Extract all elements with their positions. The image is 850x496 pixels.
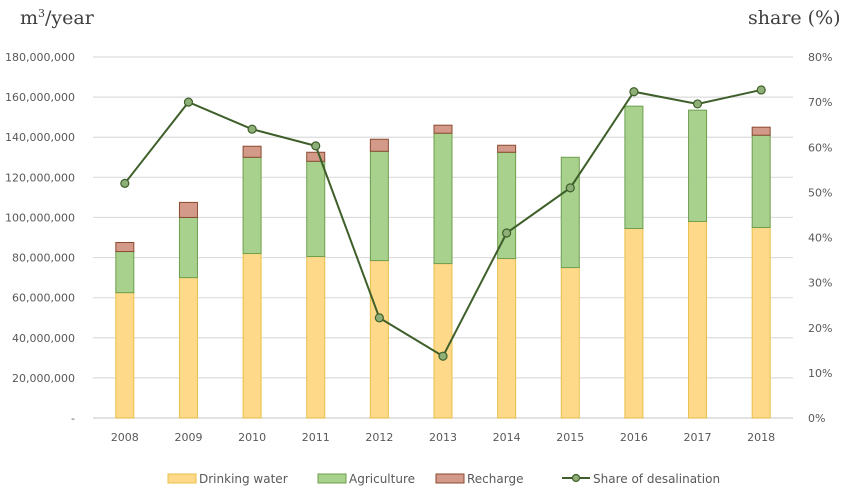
bar-recharge-2013 bbox=[433, 124, 453, 134]
x-tick-label: 2011 bbox=[302, 431, 330, 444]
bar-agriculture-2015 bbox=[560, 156, 580, 269]
x-tick-label: 2012 bbox=[365, 431, 393, 444]
left-axis-title: m3/year bbox=[20, 7, 95, 29]
legend-label: Agriculture bbox=[349, 472, 415, 486]
bar-recharge-2010 bbox=[242, 145, 262, 158]
bar-agriculture-2011 bbox=[306, 160, 326, 258]
bar-agriculture-2012 bbox=[369, 150, 389, 262]
legend-marker bbox=[571, 473, 581, 483]
line-point-2016 bbox=[629, 87, 639, 97]
bar-agriculture-2009 bbox=[178, 216, 198, 279]
line-point-2014 bbox=[502, 228, 512, 238]
left-axis-ticks: - 20,000,000 40,000,000 60,000,000 80,000,00… bbox=[5, 51, 75, 425]
x-tick-label: 2018 bbox=[747, 431, 775, 444]
legend-label: Share of desalination bbox=[593, 472, 720, 486]
bar-recharge-2011 bbox=[306, 151, 326, 162]
bar-drinking-water-2012 bbox=[369, 260, 389, 419]
left-tick-label: 120,000,000 bbox=[5, 171, 75, 184]
legend-swatch-recharge bbox=[435, 473, 465, 484]
line-point-2013 bbox=[438, 351, 448, 361]
right-tick-label: 70% bbox=[808, 96, 832, 109]
bar-drinking-water-2008 bbox=[115, 292, 135, 419]
x-tick-label: 2008 bbox=[111, 431, 139, 444]
right-tick-label: 60% bbox=[808, 141, 832, 154]
bar-drinking-water-2015 bbox=[560, 267, 580, 419]
right-tick-label: 50% bbox=[808, 186, 832, 199]
left-tick-label: 20,000,000 bbox=[12, 372, 75, 385]
bar-agriculture-2008 bbox=[115, 251, 135, 294]
bar-recharge-2018 bbox=[751, 126, 771, 136]
line-point-2008 bbox=[120, 178, 130, 188]
line-point-2010 bbox=[247, 124, 257, 134]
legend-label: Drinking water bbox=[199, 472, 288, 486]
bar-drinking-water-2014 bbox=[497, 258, 517, 419]
bar-recharge-2014 bbox=[497, 144, 517, 153]
bar-drinking-water-2009 bbox=[178, 277, 198, 419]
x-tick-label: 2017 bbox=[684, 431, 712, 444]
left-tick-label: 160,000,000 bbox=[5, 91, 75, 104]
right-tick-label: 10% bbox=[808, 367, 832, 380]
x-tick-label: 2013 bbox=[429, 431, 457, 444]
x-tick-label: 2014 bbox=[493, 431, 521, 444]
line-point-2015 bbox=[565, 183, 575, 193]
right-axis-title: share (%) bbox=[748, 7, 841, 29]
right-tick-label: 0% bbox=[808, 412, 825, 425]
x-tick-label: 2016 bbox=[620, 431, 648, 444]
right-tick-label: 30% bbox=[808, 277, 832, 290]
line-point-2017 bbox=[692, 99, 703, 109]
bar-recharge-2008 bbox=[115, 242, 135, 253]
line-point-2012 bbox=[374, 313, 384, 323]
left-tick-label: 100,000,000 bbox=[5, 211, 75, 224]
bar-agriculture-2016 bbox=[624, 105, 644, 229]
right-axis-ticks: 0% 10% 20% 30% 40% 50% 60% 70% 80% bbox=[808, 51, 832, 425]
line-point-2018 bbox=[756, 85, 766, 95]
bar-recharge-2012 bbox=[369, 138, 389, 152]
x-tick-label: 2015 bbox=[556, 431, 584, 444]
bar-agriculture-2014 bbox=[497, 151, 517, 260]
x-axis-ticks: 2008 2009 2010 2011 2012 2013 2014 2015 2016 2017… bbox=[111, 431, 775, 444]
left-tick-label: 180,000,000 bbox=[5, 51, 75, 64]
left-tick-label: - bbox=[71, 412, 75, 425]
bar-agriculture-2017 bbox=[688, 109, 708, 222]
line-series bbox=[120, 85, 766, 361]
x-tick-label: 2010 bbox=[238, 431, 266, 444]
bars bbox=[115, 105, 771, 419]
bar-drinking-water-2010 bbox=[242, 253, 262, 419]
bar-drinking-water-2011 bbox=[306, 256, 326, 419]
right-tick-label: 80% bbox=[808, 51, 832, 64]
bar-drinking-water-2013 bbox=[433, 263, 453, 419]
x-tick-label: 2009 bbox=[174, 431, 202, 444]
line-point-2011 bbox=[311, 141, 321, 151]
legend-swatch-agriculture bbox=[317, 473, 347, 484]
right-tick-label: 20% bbox=[808, 322, 832, 335]
legend-label: Recharge bbox=[467, 472, 523, 486]
left-tick-label: 140,000,000 bbox=[5, 131, 75, 144]
bar-drinking-water-2018 bbox=[751, 226, 771, 419]
bar-agriculture-2018 bbox=[751, 134, 771, 228]
bar-drinking-water-2016 bbox=[624, 227, 644, 419]
bar-drinking-water-2017 bbox=[688, 220, 708, 419]
left-tick-label: 40,000,000 bbox=[12, 332, 75, 345]
bar-agriculture-2010 bbox=[242, 156, 262, 255]
right-tick-label: 40% bbox=[808, 232, 832, 245]
bar-recharge-2009 bbox=[178, 201, 198, 218]
legend-swatch-drinking-water bbox=[167, 473, 197, 484]
line-point-2009 bbox=[183, 97, 194, 107]
left-tick-label: 60,000,000 bbox=[12, 292, 75, 305]
bar-agriculture-2013 bbox=[433, 132, 453, 265]
legend: Drinking water Agriculture Recharge Share o… bbox=[167, 472, 720, 486]
left-tick-label: 80,000,000 bbox=[12, 252, 75, 265]
